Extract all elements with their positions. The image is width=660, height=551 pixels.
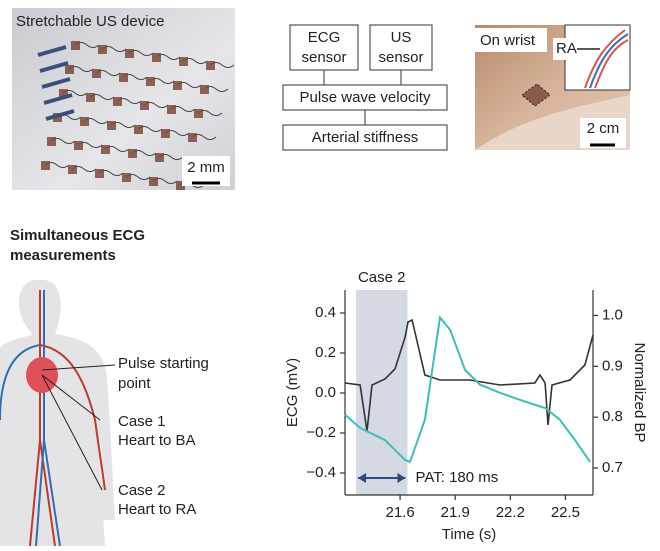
- transducer: [179, 57, 188, 66]
- figure: Stretchable US device 2 mm ECG sensor US…: [0, 0, 660, 546]
- callout: Heart to RA: [118, 501, 196, 518]
- callout: Case 2: [118, 482, 166, 499]
- y-tick-label: 0.4: [315, 304, 336, 321]
- callout: Heart to BA: [118, 432, 196, 449]
- y-tick-label: −0.2: [306, 424, 336, 441]
- transducer: [41, 161, 50, 170]
- transducer: [98, 45, 107, 54]
- transducer: [200, 85, 209, 94]
- scale-label: 2 cm: [587, 120, 620, 137]
- x-axis-title: Time (s): [442, 526, 496, 543]
- transducer: [86, 93, 95, 102]
- y-tick-label: 0.2: [315, 344, 336, 361]
- transducer: [101, 145, 110, 154]
- x-tick-label: 22.5: [551, 504, 580, 521]
- body-panel: Simultaneous ECG measurements Pulse star…: [0, 227, 209, 546]
- node-label: Pulse wave velocity: [300, 89, 431, 106]
- transducer: [167, 105, 176, 114]
- transducer: [161, 129, 170, 138]
- panel-title: Simultaneous ECG: [10, 227, 145, 244]
- photo-label: Stretchable US device: [16, 13, 164, 30]
- body-silhouette: [0, 280, 115, 546]
- transducer: [71, 41, 80, 50]
- page: Stretchable US device 2 mm ECG sensor US…: [0, 0, 660, 551]
- y2-tick-label: 0.9: [602, 357, 623, 374]
- node-label: sensor: [301, 49, 346, 66]
- y-tick-label: −0.4: [306, 464, 336, 481]
- y2-tick-label: 0.7: [602, 459, 623, 476]
- vessel-label: RA: [556, 40, 577, 57]
- transducer: [128, 149, 137, 158]
- shaded-region: [356, 290, 407, 495]
- transducer: [95, 169, 104, 178]
- transducer: [206, 61, 215, 70]
- transducer: [140, 101, 149, 110]
- transducer: [107, 121, 116, 130]
- transducer: [74, 141, 83, 150]
- transducer: [149, 177, 158, 186]
- transducer: [47, 137, 56, 146]
- x-tick-label: 21.9: [441, 504, 470, 521]
- pat-label: PAT: 180 ms: [415, 469, 498, 486]
- panel-title: measurements: [10, 247, 116, 264]
- transducer: [65, 65, 74, 74]
- transducer: [134, 125, 143, 134]
- y-tick-label: 0.0: [315, 384, 336, 401]
- y2-tick-label: 0.8: [602, 408, 623, 425]
- transducer: [92, 69, 101, 78]
- node-label: US: [391, 29, 412, 46]
- transducer: [68, 165, 77, 174]
- node-label: ECG: [308, 29, 341, 46]
- scale-label: 2 mm: [187, 159, 225, 176]
- x-tick-label: 22.2: [496, 504, 525, 521]
- wrist-photo: On wrist RA 2 cm: [475, 25, 630, 150]
- transducer: [173, 81, 182, 90]
- y2-tick-label: 1.0: [602, 306, 623, 323]
- transducer: [146, 77, 155, 86]
- node-label: sensor: [378, 49, 423, 66]
- transducer: [155, 153, 164, 162]
- transducer: [152, 53, 161, 62]
- transducer: [119, 73, 128, 82]
- transducer: [125, 49, 134, 58]
- transducer: [194, 109, 203, 118]
- chart: Case 2 21.6 21.9 22.2 22.5 −0.4 −0.2 0.0 0.2 0.4 0…: [284, 269, 648, 543]
- photo-label: On wrist: [480, 32, 536, 49]
- transducer: [80, 117, 89, 126]
- transducer: [122, 173, 131, 182]
- y2-axis-title: Normalized BP: [631, 342, 648, 442]
- transducer: [188, 133, 197, 142]
- callout: Case 1: [118, 413, 166, 430]
- y-axis-title: ECG (mV): [284, 358, 301, 427]
- transducer: [113, 97, 122, 106]
- node-label: Arterial stiffness: [312, 129, 418, 146]
- callout: point: [118, 375, 151, 392]
- x-tick-label: 21.6: [386, 504, 415, 521]
- callout: Pulse starting: [118, 355, 209, 372]
- sensor-diagram: ECG sensor US sensor Pulse wave velocity…: [283, 25, 447, 150]
- shade-label: Case 2: [358, 269, 406, 286]
- device-photo: Stretchable US device 2 mm: [12, 8, 235, 190]
